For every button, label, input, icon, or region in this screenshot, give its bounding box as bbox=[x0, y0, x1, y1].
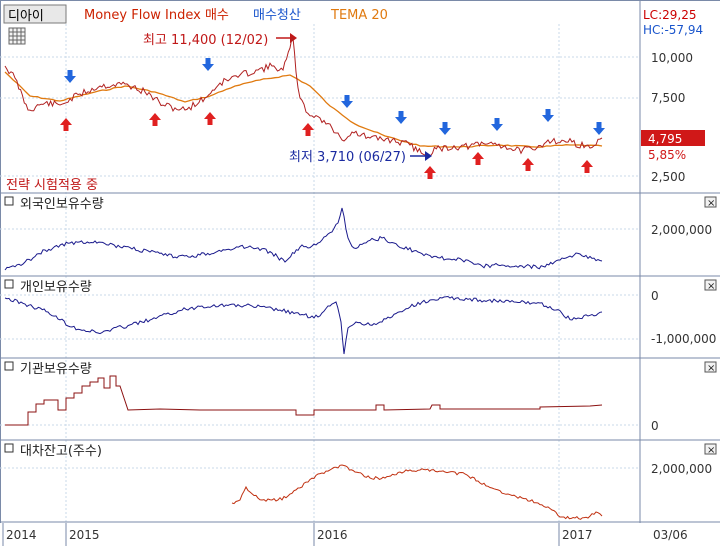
price-tick-7500: 7,500 bbox=[651, 91, 685, 105]
x-tick-2015: 2015 bbox=[69, 528, 100, 542]
price-line bbox=[4, 36, 603, 158]
symbol-toggle-button[interactable] bbox=[3, 4, 67, 24]
low-annotation: 최저 3,710 (06/27) bbox=[289, 150, 406, 165]
sell-signal-arrow-icon bbox=[439, 122, 451, 135]
x-tick-2016: 2016 bbox=[317, 528, 348, 542]
buy-signal-arrow-icon bbox=[472, 152, 484, 165]
x-axis-date: 03/06 bbox=[653, 528, 688, 542]
axis-tick: 2,000,000 bbox=[651, 223, 712, 237]
price-panel: 디아이 Money Flow Index 매수 매수청산 TEMA 20 LC:… bbox=[3, 4, 705, 193]
svg-text:×: × bbox=[707, 281, 715, 292]
sell-signal-arrow-icon bbox=[341, 95, 353, 108]
grid-icon[interactable] bbox=[8, 27, 26, 45]
foreign-holdings-line bbox=[4, 207, 603, 271]
horizontal-gridlines bbox=[0, 56, 640, 469]
symbol-toggle-label: 디아이 bbox=[8, 9, 44, 24]
sell-signal-arrow-icon bbox=[202, 58, 214, 71]
svg-text:×: × bbox=[707, 363, 715, 374]
hc-label: HC:-57,94 bbox=[643, 23, 703, 37]
indicator-title-tema: TEMA 20 bbox=[330, 8, 388, 23]
axis-tick: 0 bbox=[651, 419, 659, 433]
price-tick-2500: 2,500 bbox=[651, 170, 685, 184]
buy-signal-arrow-icon bbox=[302, 123, 314, 136]
close-icon[interactable]: × bbox=[704, 196, 717, 209]
x-tick-2014: 2014 bbox=[6, 528, 37, 542]
sell-signal-arrow-icon bbox=[491, 118, 503, 131]
close-icon[interactable]: × bbox=[704, 443, 717, 456]
panel-dividers bbox=[0, 192, 720, 523]
high-annotation: 최고 11,400 (12/02) bbox=[143, 33, 268, 48]
buy-signal-arrow-icon bbox=[60, 118, 72, 131]
loan-balance-panel: 대차잔고(주수) 2,000,000 × bbox=[4, 443, 717, 520]
panel-collapse-icon[interactable] bbox=[4, 443, 14, 453]
x-tick-2017: 2017 bbox=[562, 528, 593, 542]
price-tick-10000: 10,000 bbox=[651, 51, 693, 65]
panel-title: 기관보유수량 bbox=[20, 362, 92, 377]
panel-title: 외국인보유수량 bbox=[20, 197, 104, 212]
buy-signal-arrow-icon bbox=[149, 113, 161, 126]
axis-tick: -1,000,000 bbox=[651, 332, 716, 346]
indicator-title-mfi: Money Flow Index 매수 bbox=[84, 8, 229, 23]
buy-signal-arrow-icon bbox=[581, 160, 593, 173]
buy-signal-arrow-icon bbox=[424, 166, 436, 179]
change-pct: 5,85% bbox=[648, 148, 686, 162]
svg-text:×: × bbox=[707, 198, 715, 209]
sell-signal-arrow-icon bbox=[64, 70, 76, 83]
axis-tick: 0 bbox=[651, 289, 659, 303]
signal-arrows bbox=[60, 58, 605, 179]
close-icon[interactable]: × bbox=[704, 279, 717, 292]
svg-text:×: × bbox=[707, 445, 715, 456]
lc-label: LC:29,25 bbox=[643, 8, 696, 22]
x-axis: 2014 2015 2016 2017 03/06 bbox=[0, 523, 720, 546]
panel-title: 개인보유수량 bbox=[20, 280, 92, 295]
axis-tick: 2,000,000 bbox=[651, 462, 712, 476]
buy-signal-arrow-icon bbox=[522, 158, 534, 171]
panel-title: 대차잔고(주수) bbox=[20, 444, 102, 459]
institution-holdings-line bbox=[5, 375, 603, 426]
panel-collapse-icon[interactable] bbox=[4, 361, 14, 371]
loan-balance-line bbox=[231, 464, 603, 520]
foreign-holdings-panel: 외국인보유수량 2,000,000 × bbox=[4, 196, 717, 271]
current-price: 4,795 bbox=[648, 132, 682, 146]
vertical-gridlines bbox=[65, 24, 560, 522]
current-price-box bbox=[641, 130, 705, 146]
buy-signal-arrow-icon bbox=[204, 112, 216, 125]
sell-signal-arrow-icon bbox=[542, 109, 554, 122]
indicator-title-exit: 매수청산 bbox=[253, 8, 301, 23]
institution-holdings-panel: 기관보유수량 0 × bbox=[4, 361, 717, 433]
low-annotation-arrowhead bbox=[425, 151, 432, 161]
individual-holdings-line bbox=[4, 295, 603, 355]
panel-collapse-icon[interactable] bbox=[4, 279, 14, 289]
strategy-label: 전략 시험적용 중 bbox=[6, 178, 98, 193]
tema-line bbox=[4, 71, 603, 148]
header-bar: 디아이 Money Flow Index 매수 매수청산 TEMA 20 LC:… bbox=[3, 4, 703, 37]
sell-signal-arrow-icon bbox=[593, 122, 605, 135]
sell-signal-arrow-icon bbox=[395, 111, 407, 124]
close-icon[interactable]: × bbox=[704, 361, 717, 374]
panel-collapse-icon[interactable] bbox=[4, 196, 14, 206]
individual-holdings-panel: 개인보유수량 0 -1,000,000 × bbox=[4, 279, 717, 355]
